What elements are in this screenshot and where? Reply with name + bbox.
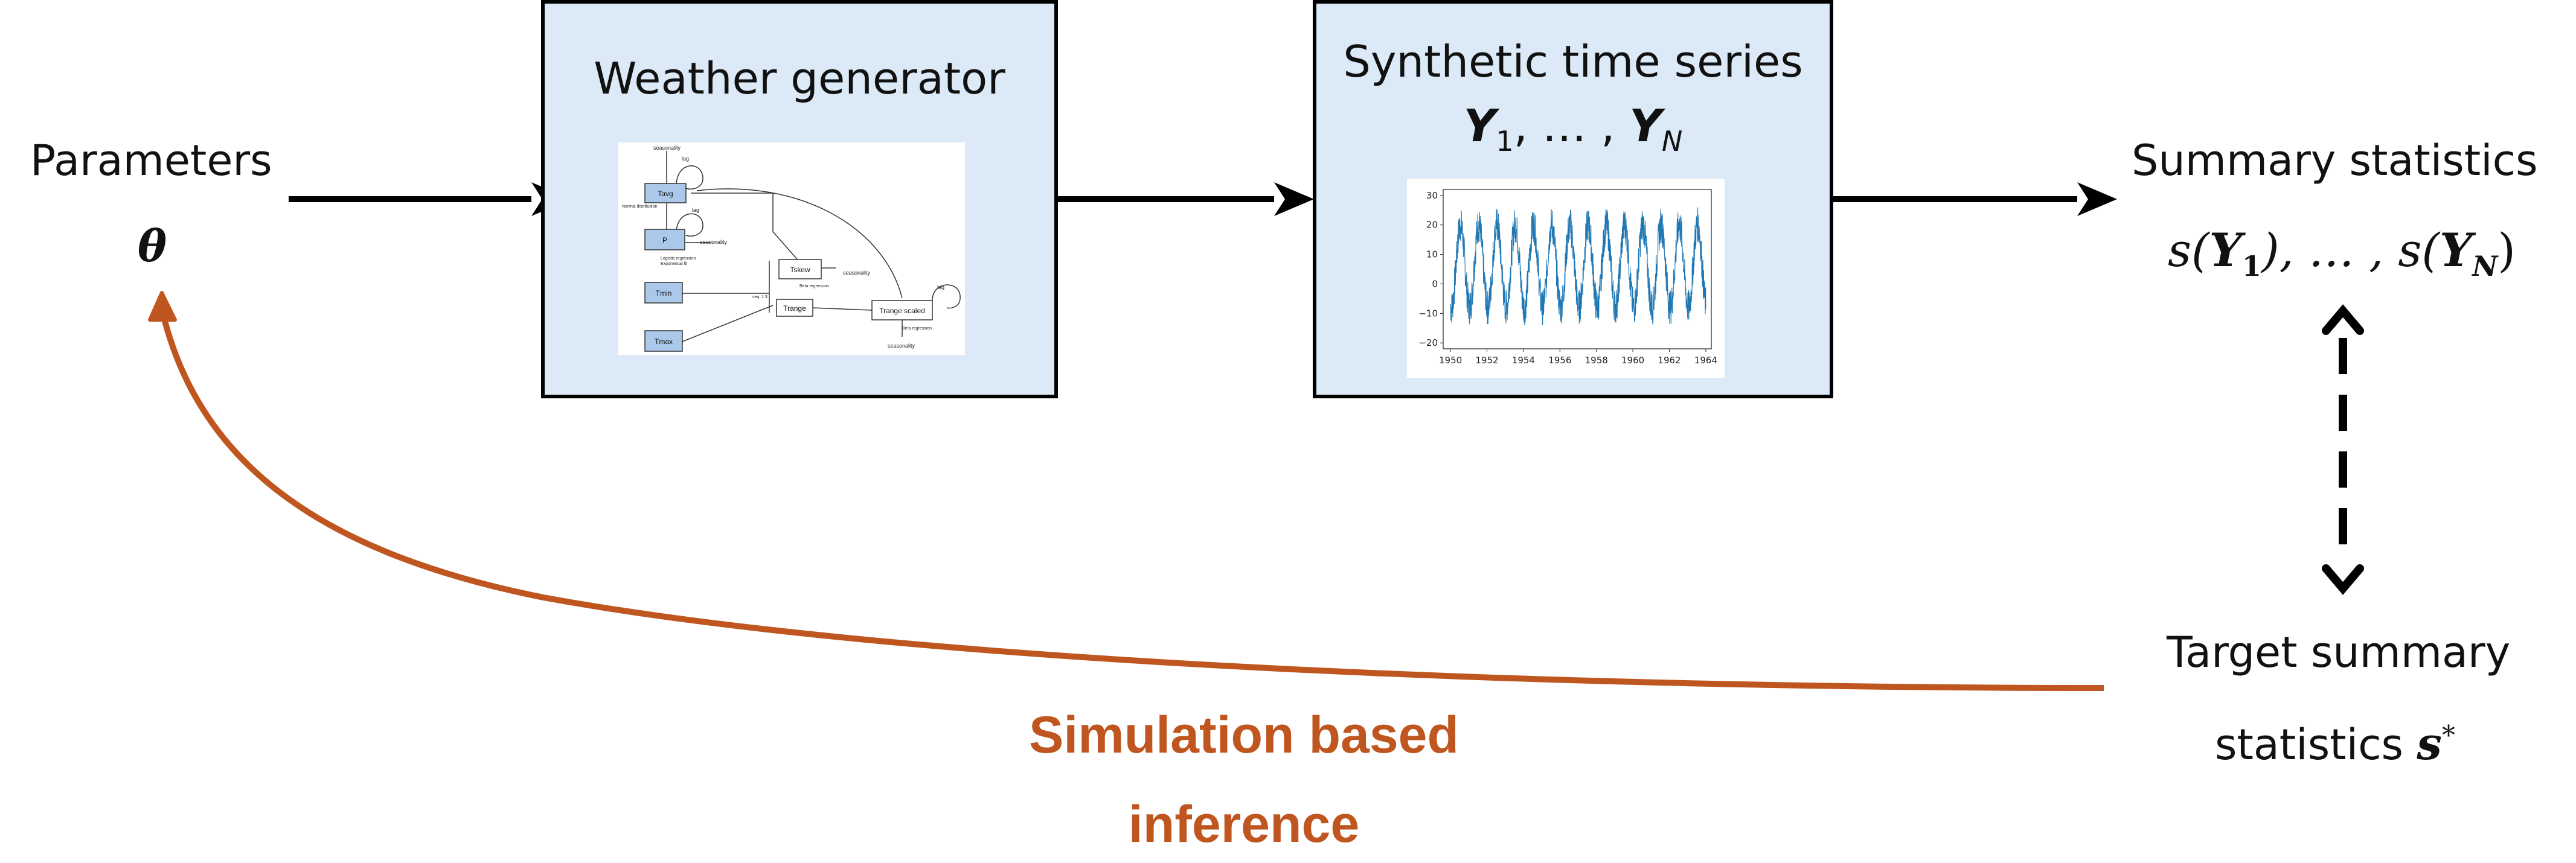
- svg-text:Logistic regression: Logistic regression: [661, 256, 696, 261]
- target-summary-line2: statistics s*: [2215, 718, 2455, 770]
- mini-diagram-graphic: seasonality lag seasonality lag seasonal…: [622, 145, 961, 352]
- mini-node-tskew: [778, 259, 822, 279]
- mini-node-trange-scaled: [871, 300, 933, 320]
- target-summary-line1: Target summary: [2167, 628, 2511, 677]
- mini-node-trange: [776, 299, 813, 317]
- dashed-double-arrow: [2322, 304, 2364, 595]
- mini-annotation: seasonality: [653, 145, 681, 151]
- x-tick-label: 1960: [1621, 355, 1644, 366]
- weather-generator-title: Weather generator: [594, 53, 1005, 104]
- svg-text:Tskew: Tskew: [790, 266, 810, 274]
- y-tick-label: −20: [1418, 337, 1438, 348]
- arrow-generator-to-synthetic: [1057, 182, 1314, 216]
- mini-annotation: seasonality: [888, 343, 915, 349]
- svg-text:Exponential fit: Exponential fit: [661, 262, 687, 266]
- synthetic-series-box: Synthetic time series Y1, … , YN 30 20 10 0…: [1313, 0, 1833, 398]
- generator-mini-diagram: seasonality lag seasonality lag seasonal…: [618, 142, 965, 355]
- weather-generator-box: Weather generator seasonality lag season…: [541, 0, 1058, 398]
- summary-statistics-expression: s(Y1), … , s(YN): [2168, 223, 2516, 283]
- x-tick-label: 1958: [1585, 355, 1608, 366]
- svg-text:Normal distribution: Normal distribution: [622, 205, 657, 209]
- svg-text:Trange scaled: Trange scaled: [879, 307, 925, 315]
- mini-annotation: lag: [692, 207, 699, 213]
- x-tick-label: 1964: [1694, 355, 1717, 366]
- arrow-synthetic-to-summary: [1832, 182, 2117, 216]
- arrow-parameters-to-generator: [289, 182, 571, 216]
- y-tick-label: −10: [1418, 308, 1438, 319]
- inference-label: Simulation based inference: [942, 705, 1546, 855]
- x-tick-label: 1954: [1512, 355, 1535, 366]
- svg-text:Beta regression: Beta regression: [902, 326, 932, 331]
- series-line: [1450, 207, 1706, 325]
- svg-text:Tmax: Tmax: [655, 337, 673, 346]
- svg-text:P: P: [662, 236, 667, 244]
- x-tick-label: 1950: [1439, 355, 1462, 366]
- x-tick-label: 1962: [1658, 355, 1680, 366]
- mini-node-p: [644, 229, 685, 250]
- inference-arrow: [148, 291, 2104, 691]
- y-tick-label: 20: [1426, 220, 1438, 231]
- summary-statistics-label: Summary statistics: [2132, 136, 2538, 185]
- time-series-chart: 30 20 10 0 −10 −20 1950 1952 1954 1956 1958 1960 196…: [1407, 179, 1725, 378]
- parameters-label: Parameters: [30, 136, 272, 185]
- inference-label-line1: Simulation based: [1028, 706, 1459, 764]
- x-tick-label: 1956: [1548, 355, 1571, 366]
- synthetic-title: Synthetic time series: [1343, 36, 1803, 87]
- svg-text:Tmin: Tmin: [656, 289, 672, 298]
- mini-node-tmax: [644, 330, 683, 352]
- svg-text:Beta regression: Beta regression: [799, 284, 829, 288]
- synthetic-symbol: Y1, … , YN: [1463, 100, 1683, 158]
- mini-node-tavg: [644, 183, 687, 203]
- svg-text:Trange: Trange: [783, 304, 806, 313]
- svg-text:Tavg: Tavg: [658, 189, 673, 198]
- mini-annotation: lag: [682, 156, 689, 162]
- theta-symbol: θ: [138, 220, 167, 272]
- y-tick-label: 30: [1426, 190, 1438, 201]
- inference-label-line2: inference: [1128, 795, 1360, 853]
- mini-annotation: seasonality: [843, 270, 871, 276]
- y-tick-label: 10: [1426, 249, 1438, 260]
- mini-node-tmin: [644, 282, 683, 304]
- x-tick-label: 1952: [1475, 355, 1498, 366]
- y-tick-label: 0: [1432, 278, 1438, 289]
- mini-annotation: lag: [937, 284, 944, 290]
- mini-annotation: seasonality: [700, 239, 728, 245]
- svg-text:seq. 1:3: seq. 1:3: [752, 295, 767, 299]
